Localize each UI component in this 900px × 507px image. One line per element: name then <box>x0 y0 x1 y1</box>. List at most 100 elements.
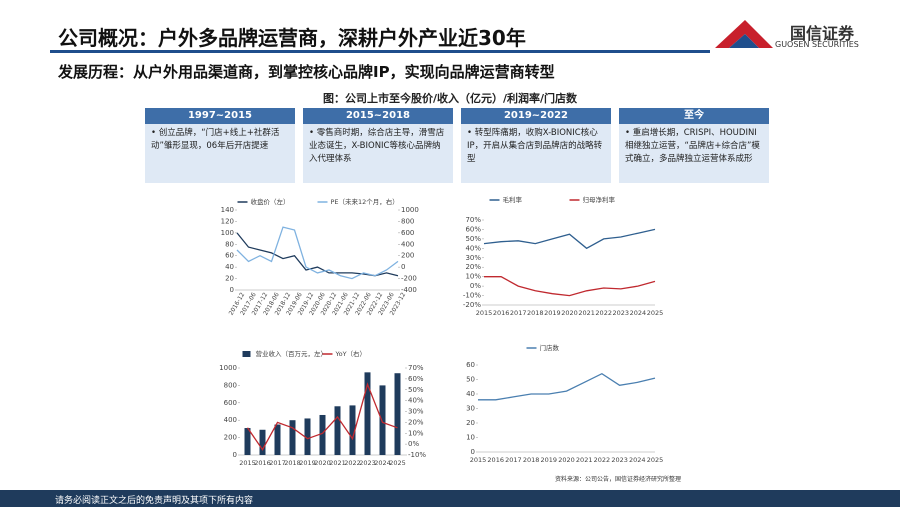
bar <box>349 405 356 455</box>
y-tick-label: 20% <box>465 263 481 271</box>
y-tick-label: 40 <box>466 390 475 398</box>
y-tick-label: 40% <box>465 244 481 252</box>
footer-text: 请务必阅读正文之后的免责声明及其项下所有内容 <box>55 496 254 506</box>
series-line <box>246 382 398 451</box>
y-tick-label: 140 <box>221 206 234 214</box>
x-tick-label: 2019 <box>299 459 316 467</box>
bar <box>379 385 386 455</box>
x-tick-label: 2019 <box>544 309 561 317</box>
x-tick-label: 2017 <box>269 459 286 467</box>
x-tick-label: 2015 <box>476 309 493 317</box>
y-tick-label: 0 <box>233 451 237 459</box>
stage: 1997~2015创立品牌，“门店+线上+社群活动”雏形显现，06年后开店提速 <box>145 108 295 183</box>
bar <box>274 424 281 455</box>
subtitle: 发展历程：从户外用品渠道商，到掌控核心品牌IP，实现向品牌运营商转型 <box>58 63 555 81</box>
bar <box>259 429 266 455</box>
legend-label: 毛利率 <box>503 195 523 204</box>
x-tick-label: 2022 <box>595 309 612 317</box>
y-tick-label: 60% <box>465 225 481 233</box>
bar <box>364 372 371 455</box>
x-tick-label: 2025 <box>389 459 406 467</box>
bar <box>289 420 296 455</box>
x-tick-label: 2016 <box>493 309 510 317</box>
y-tick-label: 0 <box>471 448 475 456</box>
x-tick-label: 2020 <box>561 309 578 317</box>
y-tick-label: 70% <box>465 216 481 224</box>
figure-caption: 图：公司上市至今股价/收入（亿元）/利润率/门店数 <box>322 92 578 105</box>
x-tick-label: 2025 <box>647 309 664 317</box>
y2-tick-label: 0 <box>401 263 405 271</box>
bar <box>394 373 401 455</box>
legend-label: YoY（右） <box>335 349 367 358</box>
charts: 020406080100120140-400-20002004006008001… <box>219 195 664 467</box>
x-tick-label: 2023 <box>359 459 376 467</box>
y-tick-label: 20 <box>466 419 475 427</box>
legend-label: 归母净利率 <box>583 195 616 204</box>
source: 资料来源：公司公告，国信证券经济研究所整理 <box>555 476 682 483</box>
series-line <box>483 228 656 250</box>
y2-tick-label: 1000 <box>401 206 419 214</box>
x-tick-label: 2023 <box>613 309 630 317</box>
x-tick-label: 2016 <box>487 456 504 464</box>
y2-tick-label: 50% <box>408 386 424 394</box>
title-rule <box>50 50 710 53</box>
y-tick-label: 20 <box>225 275 234 283</box>
x-tick-label: 2015 <box>239 459 256 467</box>
y2-tick-label: -10% <box>408 451 426 459</box>
legend-label: 营业收入（百万元，左） <box>256 349 328 358</box>
x-tick-label: 2021 <box>576 456 593 464</box>
y-tick-label: 120 <box>221 217 234 225</box>
y-tick-label: -20% <box>463 301 481 309</box>
x-tick-label: 2018 <box>284 459 301 467</box>
legend-label: 门店数 <box>540 343 560 352</box>
y-tick-label: 100 <box>221 229 234 237</box>
stage-period: 1997~2015 <box>145 108 295 124</box>
x-tick-label: 2020 <box>314 459 331 467</box>
stage-text: 转型阵痛期，收购X-BIONIC核心IP，开启从集合店到品牌店的战略转型 <box>461 124 611 183</box>
x-tick-label: 2024 <box>374 459 391 467</box>
y-tick-label: 50 <box>466 376 475 384</box>
x-tick-label: 2021 <box>329 459 346 467</box>
legend-swatch <box>242 351 251 357</box>
legend-label: PE（未来12个月，右） <box>331 197 399 206</box>
series-line <box>236 226 399 280</box>
x-tick-label: 2016 <box>254 459 271 467</box>
y-tick-label: 400 <box>224 416 237 424</box>
footer-bar <box>0 490 900 507</box>
x-tick-label: 2015 <box>470 456 487 464</box>
y-tick-label: 800 <box>224 381 237 389</box>
y-tick-label: 30 <box>466 405 475 413</box>
x-tick-label: 2017 <box>510 309 527 317</box>
x-tick-label: 2025 <box>647 456 664 464</box>
y-tick-label: 60 <box>466 361 475 369</box>
y-tick-label: 30% <box>465 254 481 262</box>
y2-tick-label: 10% <box>408 429 424 437</box>
stage-text: 零售商时期，综合店主导，滑雪店业态诞生，X-BIONIC等核心品牌纳入代理体系 <box>303 124 453 183</box>
bar <box>244 428 251 455</box>
y-tick-label: 0% <box>470 282 481 290</box>
y-tick-label: 40 <box>225 263 234 271</box>
y-tick-label: 0 <box>230 286 234 294</box>
stage: 2019~2022转型阵痛期，收购X-BIONIC核心IP，开启从集合店到品牌店… <box>461 108 611 183</box>
y2-tick-label: 200 <box>401 252 414 260</box>
series-line <box>478 372 656 401</box>
y2-tick-label: -200 <box>401 275 417 283</box>
stage-period: 2015~2018 <box>303 108 453 124</box>
y-tick-label: 10% <box>465 273 481 281</box>
y-tick-label: 10 <box>466 434 475 442</box>
y-tick-label: 1000 <box>219 364 237 372</box>
legend-label: 收盘价（左） <box>251 197 290 206</box>
x-tick-label: 2022 <box>594 456 611 464</box>
logo-en: GUOSEN SECURITIES <box>775 40 859 49</box>
y-tick-label: 60 <box>225 252 234 260</box>
y2-tick-label: 0% <box>408 440 419 448</box>
y2-tick-label: 20% <box>408 418 424 426</box>
y2-tick-label: 800 <box>401 217 414 225</box>
x-tick-label: 2017 <box>505 456 522 464</box>
series-line <box>484 276 656 297</box>
x-tick-label: 2023 <box>611 456 628 464</box>
x-tick-label: 2022 <box>344 459 361 467</box>
y2-tick-label: 600 <box>401 229 414 237</box>
stage: 2015~2018零售商时期，综合店主导，滑雪店业态诞生，X-BIONIC等核心… <box>303 108 453 183</box>
